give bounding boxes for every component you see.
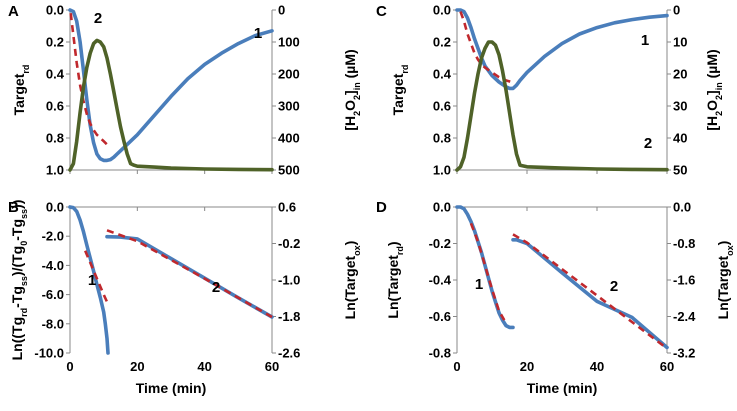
- panel-label: D: [376, 199, 387, 216]
- series-1-line: [68, 8, 274, 163]
- x-tick-label: 60: [265, 359, 279, 374]
- right-tick-label: 40: [673, 131, 687, 146]
- panel-label: B: [8, 199, 19, 216]
- left-tick-label: 0.2: [433, 35, 451, 50]
- right-tick-label: 0.6: [278, 200, 296, 215]
- curve-annotation-1: 1: [88, 272, 96, 289]
- left-tick-label: 0.4: [433, 67, 452, 82]
- panel-d: 0.0 -0.2 -0.4 -0.6 -0.8 0.0 -0.8 -1.6 -2.4 -3.2 0 2…: [376, 199, 735, 396]
- left-tick-label: 0.6: [433, 99, 451, 114]
- left-tick-label: -4.0: [42, 258, 64, 273]
- right-tick-label: 10: [673, 35, 687, 50]
- right-tick-label: 20: [673, 67, 687, 82]
- series-1-line: [455, 205, 515, 330]
- right-tick-label: 400: [278, 131, 300, 146]
- x-tick-label: 40: [590, 359, 604, 374]
- series-2-line: [68, 38, 274, 172]
- curve-annotation-1: 1: [475, 276, 483, 293]
- right-axis-label: [H2O2]in (µM): [342, 49, 362, 130]
- series-fit1-line: [84, 250, 109, 303]
- right-tick-label: 500: [278, 163, 300, 178]
- curve-annotation-2: 2: [644, 135, 652, 152]
- right-tick-label: -3.2: [673, 346, 695, 361]
- right-tick-label: -1.6: [673, 273, 695, 288]
- left-tick-label: -0.8: [429, 346, 451, 361]
- right-tick-label: -1.0: [278, 273, 300, 288]
- curve-annotation-2: 2: [94, 10, 102, 27]
- series-2-line: [105, 234, 274, 319]
- left-axis-label: Targetrd: [390, 65, 410, 116]
- series-2-line: [511, 238, 669, 350]
- left-tick-label: -8.0: [42, 316, 64, 331]
- series-1-line: [455, 8, 669, 91]
- left-tick-label: -0.4: [429, 273, 452, 288]
- left-tick-label: 0.2: [46, 35, 64, 50]
- panel-c: 0.0 0.2 0.4 0.6 0.8 1.0 0 10 20 30 40 50 1 2 C Targetrd…: [376, 3, 724, 178]
- left-axis-label: Targetrd: [11, 65, 31, 116]
- left-tick-label: -6.0: [42, 287, 64, 302]
- x-tick-label: 20: [520, 359, 534, 374]
- panel-b: 0.0 -2.0 -4.0 -6.0 -8.0 -10.0 0.6 -0.2 -1.0 -1.8 -…: [8, 199, 362, 396]
- left-tick-label: 0.0: [433, 200, 451, 215]
- right-tick-label: 100: [278, 35, 300, 50]
- panel-a: 0.0 0.2 0.4 0.6 0.8 1.0 0 100 200 300 400 500 1 2 A Tar…: [8, 3, 362, 178]
- series-fit2-line: [512, 233, 668, 350]
- right-tick-label: -2.6: [278, 346, 300, 361]
- series-fit2-line: [106, 229, 273, 319]
- right-axis-label: [H2O2]in (µM): [704, 49, 724, 130]
- left-tick-label: 0.0: [433, 3, 451, 18]
- x-tick-label: 0: [66, 359, 73, 374]
- right-tick-label: 200: [278, 67, 300, 82]
- right-tick-label: -0.2: [278, 236, 300, 251]
- panel-label: A: [8, 3, 19, 20]
- left-tick-label: 0.8: [46, 131, 64, 146]
- right-tick-label: -1.8: [278, 309, 300, 324]
- left-tick-label: 0.0: [46, 200, 64, 215]
- left-axis-label: Ln((Tgrd-Tgss)/(Tg0-Tgss)): [9, 200, 29, 361]
- left-tick-label: 0.4: [46, 67, 65, 82]
- left-tick-label: 0.6: [46, 99, 64, 114]
- right-tick-label: 0.0: [673, 200, 691, 215]
- curve-annotation-2: 2: [610, 278, 618, 295]
- left-axis-label: Ln(Targetrd): [385, 241, 405, 318]
- curve-annotation-1: 1: [641, 32, 649, 49]
- left-tick-label: -0.2: [429, 236, 451, 251]
- right-tick-label: -2.4: [673, 309, 696, 324]
- x-axis-label: Time (min): [136, 380, 207, 396]
- right-axis-label: Ln(Targetox): [715, 241, 735, 320]
- right-tick-label: 50: [673, 163, 687, 178]
- x-axis-label: Time (min): [527, 380, 598, 396]
- curve-annotation-2: 2: [212, 279, 220, 296]
- left-tick-label: 0.8: [433, 131, 451, 146]
- x-tick-label: 60: [660, 359, 674, 374]
- right-tick-label: 30: [673, 99, 687, 114]
- panel-label: C: [376, 3, 387, 20]
- right-tick-label: 0: [673, 3, 680, 18]
- x-tick-label: 40: [197, 359, 211, 374]
- left-tick-label: -0.6: [429, 309, 451, 324]
- x-tick-label: 0: [453, 359, 460, 374]
- left-tick-label: 0.0: [46, 3, 64, 18]
- right-tick-label: 0: [278, 3, 285, 18]
- right-tick-label: 300: [278, 99, 300, 114]
- left-tick-label: 1.0: [433, 163, 451, 178]
- x-tick-label: 20: [130, 359, 144, 374]
- left-tick-label: -2.0: [42, 229, 64, 244]
- left-tick-label: 1.0: [46, 163, 64, 178]
- right-tick-label: -0.8: [673, 236, 695, 251]
- series-2-line: [455, 40, 669, 172]
- right-axis-label: Ln(Targetox): [342, 241, 362, 320]
- series-fit1-line: [469, 222, 506, 321]
- curve-annotation-1: 1: [254, 25, 262, 42]
- left-tick-label: -10.0: [34, 346, 64, 361]
